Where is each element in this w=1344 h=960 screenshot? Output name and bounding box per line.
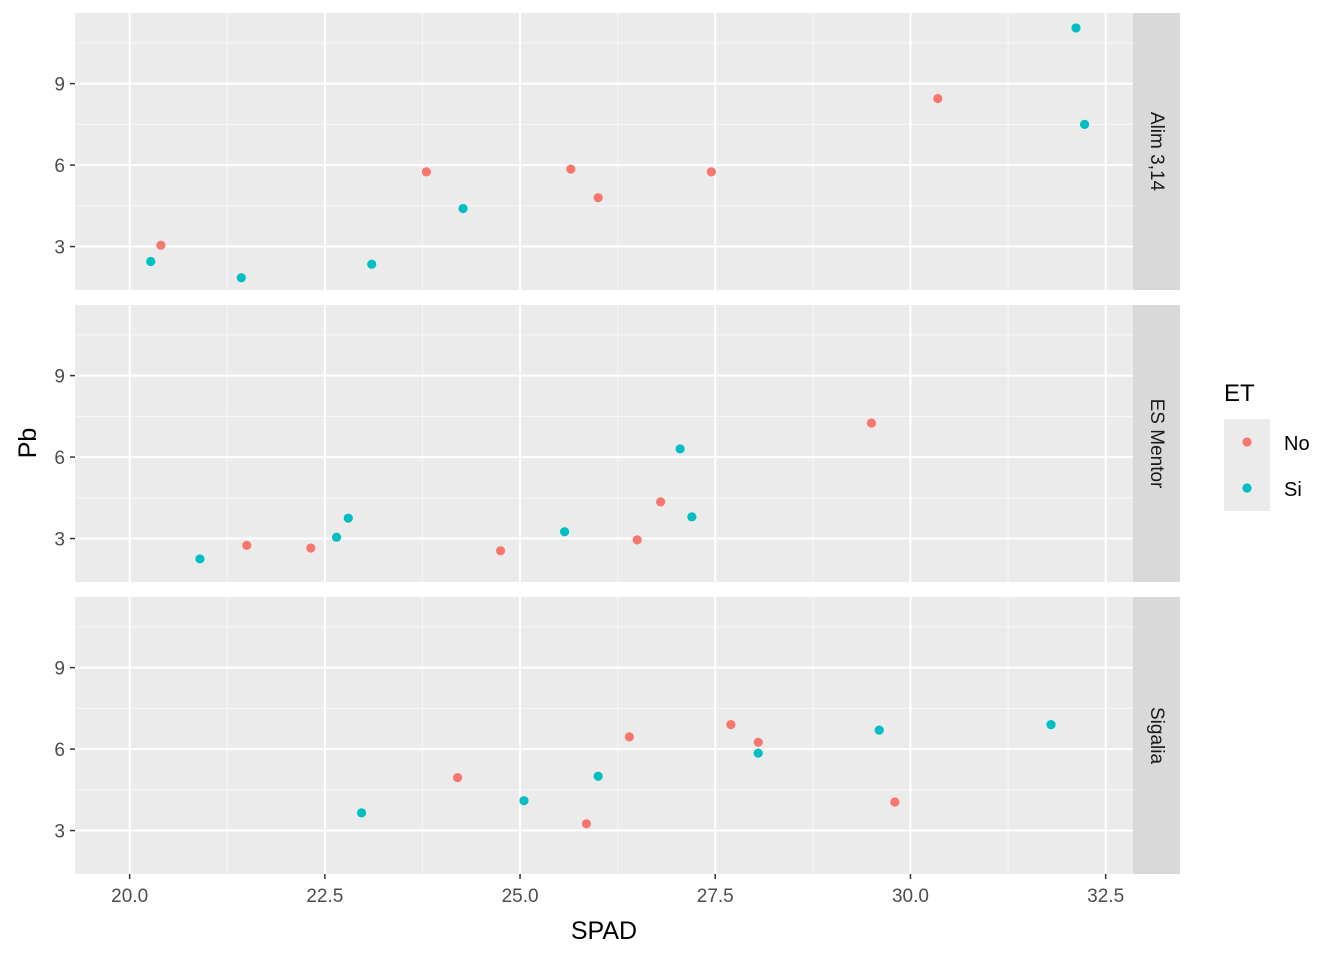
y-tick-label: 6 [54,156,65,177]
x-axis: 20.0 22.5 25.0 27.5 30.0 32.5 [111,874,1124,907]
data-point [458,203,468,214]
data-point [343,513,353,523]
legend-title: ET [1224,380,1255,407]
facet-strip-label: Alim 3,14 [1146,112,1167,192]
x-tick-label: 22.5 [306,886,343,907]
y-tick-label: 9 [54,367,65,388]
data-point [632,535,642,545]
data-point [706,167,716,177]
y-tick-label: 9 [54,659,65,680]
legend-label: Si [1284,479,1302,501]
data-point [624,732,634,742]
data-point [195,554,205,564]
facet-strip [1133,597,1180,874]
legend-key [1242,483,1252,493]
data-point [874,725,884,735]
data-point [593,193,603,203]
legend: ET No Si [1224,380,1310,511]
y-tick-label: 6 [54,448,65,469]
y-tick-label: 6 [54,740,65,761]
data-point [452,772,463,783]
data-point [1079,119,1090,129]
y-tick-label: 3 [54,822,65,843]
panel-background [75,597,1133,874]
data-point [687,512,697,522]
facet-panel: 3 6 9 ES Mentor [54,305,1180,582]
data-point [753,748,763,758]
data-point [933,93,943,104]
data-point [519,796,529,806]
data-point [146,256,156,267]
data-point [495,546,506,556]
panels-layer: 3 6 9 Alim 3,14 3 6 9 ES Mentor 3 6 9 Sigalia [54,13,1180,874]
data-point [1071,23,1081,33]
data-point [356,808,367,818]
data-point [581,819,592,829]
data-point [367,259,377,269]
data-point [242,540,252,550]
facet-panel: 3 6 9 Sigalia [54,597,1180,874]
data-point [675,444,685,454]
facet-strip [1133,305,1180,582]
data-point [421,167,431,177]
data-point [866,418,877,428]
data-point [656,497,666,507]
panel-background [75,13,1133,290]
data-point [559,527,570,537]
data-point [236,273,246,283]
legend-key [1242,437,1252,447]
y-tick-label: 9 [54,75,65,96]
x-tick-label: 30.0 [892,886,929,907]
x-tick-label: 27.5 [697,886,734,907]
y-tick-label: 3 [54,530,65,551]
data-point [726,720,736,730]
legend-key-background [1224,419,1270,511]
x-tick-label: 32.5 [1087,886,1124,907]
y-tick-label: 3 [54,238,65,259]
data-point [306,543,316,553]
x-axis-title: SPAD [571,917,637,945]
x-tick-label: 20.0 [111,886,148,907]
x-tick-label: 25.0 [502,886,539,907]
panel-background [75,305,1133,582]
facet-strip [1133,13,1180,290]
facet-panel: 3 6 9 Alim 3,14 [54,13,1180,290]
legend-label: No [1284,433,1310,455]
facet-strip-label: Sigalia [1146,707,1167,764]
data-point [156,240,166,250]
data-point [593,771,603,781]
data-point [566,164,576,174]
facet-strip-label: ES Mentor [1146,399,1167,489]
data-point [331,532,342,542]
y-axis-title: Pb [14,428,42,459]
data-point [1046,720,1056,730]
data-point [753,737,763,747]
data-point [890,797,900,807]
